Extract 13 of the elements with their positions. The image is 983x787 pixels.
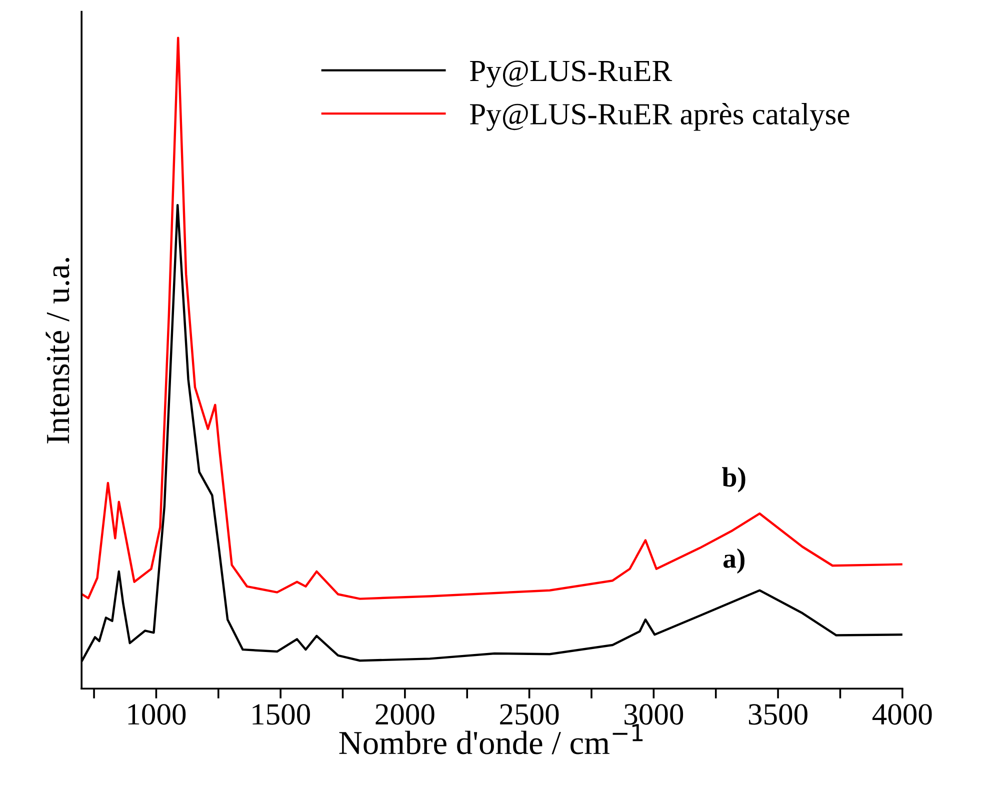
x-tick-label: 2500	[500, 704, 559, 725]
x-tick-label: 1500	[252, 704, 310, 725]
legend-label: Py@LUS-RuER	[470, 60, 672, 88]
x-tick-label: 3500	[748, 704, 808, 725]
annotation: b)	[722, 467, 746, 492]
x-tick-label: 1000	[128, 704, 186, 725]
legend-label: Py@LUS-RuER après catalyse	[470, 103, 850, 131]
annotation: a)	[723, 548, 744, 574]
y-axis-title: Intensité / u.a.	[46, 258, 70, 444]
x-tick-label: 4000	[872, 704, 932, 725]
x-tick-label: 2000	[376, 704, 434, 725]
x-tick-label: 3000	[624, 704, 684, 725]
x-axis-title: Nombre d'onde / cm$^{−1}$	[339, 724, 643, 754]
